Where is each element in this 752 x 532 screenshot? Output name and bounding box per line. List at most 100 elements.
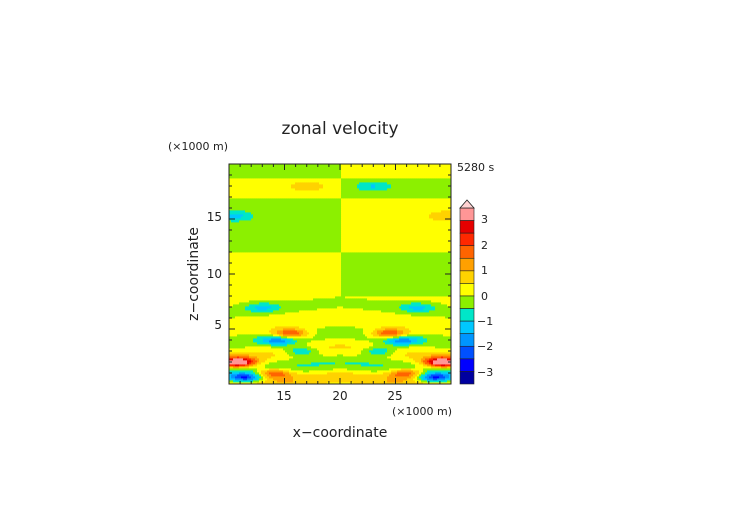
field-cell <box>397 350 400 353</box>
field-cell <box>407 346 410 349</box>
field-cell <box>441 356 444 359</box>
field-cell <box>285 298 288 301</box>
field-cell <box>249 376 252 379</box>
field-cell <box>399 372 402 375</box>
field-cell <box>325 320 328 323</box>
field-cell <box>375 382 378 384</box>
field-cell <box>277 362 280 365</box>
field-cell <box>325 314 328 317</box>
field-cell <box>243 316 246 319</box>
field-cell <box>361 352 364 355</box>
field-cell <box>423 380 426 383</box>
field-cell <box>345 304 348 307</box>
field-cell <box>251 340 254 343</box>
field-cell <box>353 352 356 355</box>
field-cell <box>323 294 326 297</box>
field-cell <box>283 348 286 351</box>
field-cell <box>239 368 242 371</box>
field-cell <box>367 372 370 375</box>
field-cell <box>359 314 362 317</box>
field-cell <box>377 302 380 305</box>
field-cell <box>365 308 368 311</box>
field-cell <box>289 356 292 359</box>
field-cell <box>333 298 336 301</box>
field-cell <box>233 322 236 325</box>
field-cell <box>361 350 364 353</box>
field-cell <box>391 346 394 349</box>
field-cell <box>343 336 346 339</box>
field-cell <box>407 374 410 377</box>
field-cell <box>405 296 408 299</box>
field-cell <box>293 344 296 347</box>
field-cell <box>365 344 368 347</box>
field-cell <box>361 316 364 319</box>
field-cell <box>389 312 392 315</box>
field-cell <box>449 324 451 327</box>
field-cell <box>295 362 298 365</box>
field-cell <box>233 302 236 305</box>
field-cell <box>325 302 328 305</box>
field-cell <box>341 372 344 375</box>
field-cell <box>415 370 418 373</box>
field-cell <box>447 320 450 323</box>
field-cell <box>295 356 298 359</box>
field-cell <box>389 314 392 317</box>
field-cell <box>309 302 312 305</box>
field-cell <box>297 320 300 323</box>
field-cell <box>411 306 414 309</box>
field-cell <box>349 340 352 343</box>
field-cell <box>363 306 366 309</box>
field-cell <box>317 296 320 299</box>
field-cell <box>229 352 232 355</box>
field-cell <box>271 380 274 383</box>
field-cell <box>275 304 278 307</box>
field-cell <box>323 336 326 339</box>
field-cell <box>335 378 338 381</box>
field-cell <box>243 344 246 347</box>
field-cell <box>287 316 290 319</box>
field-cell <box>429 340 432 343</box>
field-cell <box>265 368 268 371</box>
field-cell <box>405 328 408 331</box>
field-cell <box>237 372 240 375</box>
field-cell <box>357 344 360 347</box>
field-cell <box>437 316 440 319</box>
field-cell <box>361 354 364 357</box>
field-cell <box>253 314 256 317</box>
field-cell <box>311 310 314 313</box>
field-cell <box>439 320 442 323</box>
field-cell <box>247 294 250 297</box>
field-cell <box>361 378 364 381</box>
field-cell <box>267 374 270 377</box>
field-cell <box>429 334 432 337</box>
field-cell <box>409 366 412 369</box>
field-cell <box>369 342 372 345</box>
field-cell <box>369 298 372 301</box>
field-cell <box>387 312 390 315</box>
field-cell <box>249 308 252 311</box>
field-cell <box>387 382 390 384</box>
field-cell <box>319 350 322 353</box>
field-cell <box>259 368 262 371</box>
field-cell <box>291 370 294 373</box>
field-cell <box>373 364 376 367</box>
field-cell <box>269 374 272 377</box>
field-cell <box>321 366 324 369</box>
field-cell <box>285 306 288 309</box>
field-cell <box>231 350 234 353</box>
field-cell <box>259 356 262 359</box>
field-cell <box>241 366 244 369</box>
field-cell <box>293 366 296 369</box>
field-cell <box>339 302 342 305</box>
field-cell <box>357 332 360 335</box>
field-cell <box>341 298 344 301</box>
field-cell <box>317 370 320 373</box>
field-cell <box>441 326 444 329</box>
field-cell <box>417 374 420 377</box>
field-cell <box>393 368 396 371</box>
field-cell <box>311 294 314 297</box>
field-cell <box>447 342 450 345</box>
field-cell <box>305 322 308 325</box>
field-cell <box>291 376 294 379</box>
field-cell <box>365 304 368 307</box>
